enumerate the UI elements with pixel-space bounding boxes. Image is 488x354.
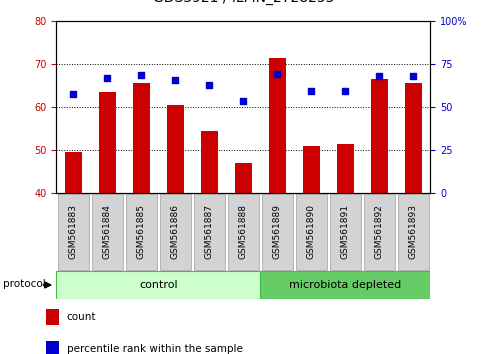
Text: protocol: protocol bbox=[3, 279, 45, 289]
FancyBboxPatch shape bbox=[261, 194, 292, 270]
Text: GSM561888: GSM561888 bbox=[238, 204, 247, 259]
Text: GSM561883: GSM561883 bbox=[69, 204, 78, 259]
FancyBboxPatch shape bbox=[329, 194, 360, 270]
Bar bbox=[370, 79, 387, 193]
Text: GSM561893: GSM561893 bbox=[408, 204, 417, 259]
Point bbox=[205, 82, 213, 87]
Bar bbox=[64, 152, 81, 193]
Text: GSM561885: GSM561885 bbox=[137, 204, 145, 259]
Point bbox=[103, 75, 111, 81]
FancyBboxPatch shape bbox=[363, 194, 394, 270]
Point bbox=[69, 91, 77, 97]
Text: GSM561890: GSM561890 bbox=[306, 204, 315, 259]
Bar bbox=[132, 84, 149, 193]
Point bbox=[408, 73, 416, 79]
Bar bbox=[268, 58, 285, 193]
Text: GSM561886: GSM561886 bbox=[170, 204, 180, 259]
Point bbox=[137, 73, 145, 78]
Text: GSM561887: GSM561887 bbox=[204, 204, 213, 259]
Bar bbox=[46, 309, 59, 325]
Point bbox=[273, 72, 281, 77]
FancyBboxPatch shape bbox=[125, 194, 157, 270]
Text: GSM561884: GSM561884 bbox=[102, 204, 112, 259]
Point bbox=[341, 88, 348, 93]
Bar bbox=[404, 84, 421, 193]
Text: GSM561892: GSM561892 bbox=[374, 204, 383, 259]
Text: percentile rank within the sample: percentile rank within the sample bbox=[66, 344, 242, 354]
Text: GSM561891: GSM561891 bbox=[340, 204, 349, 259]
FancyBboxPatch shape bbox=[58, 194, 89, 270]
Point bbox=[375, 73, 383, 79]
Bar bbox=[201, 131, 217, 193]
FancyBboxPatch shape bbox=[91, 194, 122, 270]
Point bbox=[307, 88, 315, 93]
Bar bbox=[99, 92, 116, 193]
Bar bbox=[46, 341, 59, 354]
Bar bbox=[302, 146, 319, 193]
Bar bbox=[234, 163, 251, 193]
Text: control: control bbox=[139, 280, 177, 290]
Point bbox=[171, 77, 179, 82]
FancyBboxPatch shape bbox=[260, 271, 429, 299]
FancyBboxPatch shape bbox=[159, 194, 190, 270]
Bar bbox=[166, 105, 183, 193]
FancyBboxPatch shape bbox=[56, 271, 260, 299]
FancyBboxPatch shape bbox=[193, 194, 224, 270]
FancyBboxPatch shape bbox=[227, 194, 258, 270]
Text: GSM561889: GSM561889 bbox=[272, 204, 281, 259]
Point bbox=[239, 98, 246, 104]
Bar bbox=[336, 144, 353, 193]
FancyBboxPatch shape bbox=[295, 194, 326, 270]
Text: count: count bbox=[66, 312, 96, 322]
Text: microbiota depleted: microbiota depleted bbox=[288, 280, 401, 290]
Text: GDS3921 / ILMN_2728255: GDS3921 / ILMN_2728255 bbox=[152, 0, 333, 5]
FancyBboxPatch shape bbox=[397, 194, 428, 270]
